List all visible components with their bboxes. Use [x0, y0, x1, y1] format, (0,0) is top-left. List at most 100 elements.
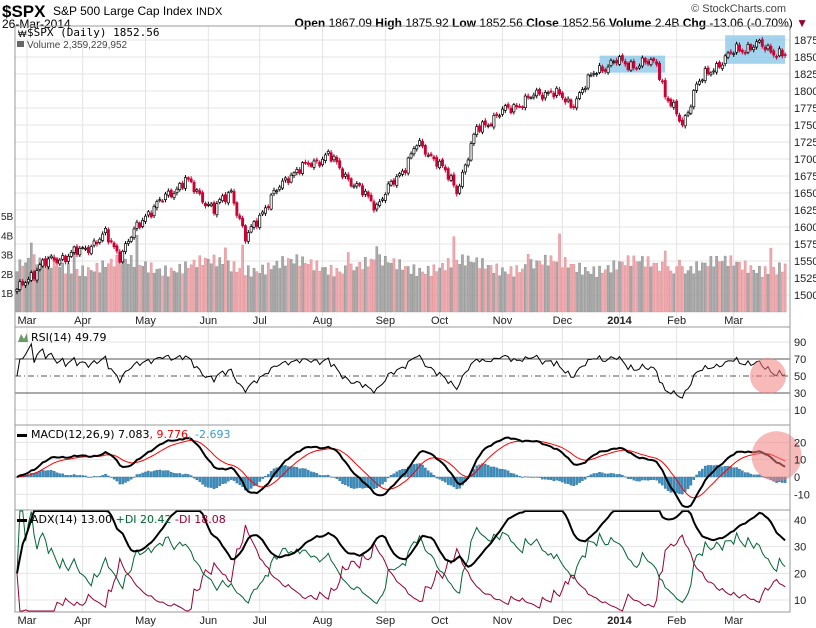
candle-body — [332, 155, 336, 161]
candle-body — [406, 157, 410, 174]
index-name: S&P 500 Large Cap Index — [53, 4, 192, 18]
candle-body — [335, 157, 339, 163]
candle-body — [309, 163, 313, 167]
macd-histogram-bar — [118, 476, 122, 485]
candle-body — [104, 227, 107, 234]
candle-body — [298, 169, 302, 174]
candle-body — [98, 238, 102, 243]
macd-histogram-bar — [384, 476, 387, 482]
month-tick-label-bottom: Mar — [724, 615, 743, 627]
month-tick-label: Oct — [431, 315, 448, 327]
volume-bar — [489, 265, 493, 313]
candle-body — [598, 65, 601, 73]
macd-histogram-bar — [184, 473, 187, 478]
candle-body — [295, 169, 299, 173]
macd-histogram-bar — [258, 476, 261, 482]
volume-bar — [752, 270, 756, 313]
volume-bar — [109, 258, 113, 313]
volume-bar — [369, 258, 373, 313]
candle-body — [558, 89, 562, 95]
macd-histogram-bar — [178, 473, 182, 478]
volume-bar — [504, 271, 507, 313]
month-tick-label-bottom: Nov — [493, 615, 513, 627]
candle-body — [418, 140, 422, 146]
candle-body — [421, 140, 424, 147]
volume-bar — [766, 273, 770, 313]
volume-bar — [227, 260, 230, 313]
candle-body — [209, 203, 213, 207]
macd-histogram-bar — [586, 476, 590, 478]
volume-bar — [578, 262, 581, 313]
candle-body — [640, 57, 644, 67]
candle-body — [729, 51, 733, 54]
macd-histogram-bar — [281, 465, 284, 478]
candle-body — [358, 183, 362, 186]
macd-tick-label: 0 — [794, 472, 800, 484]
candle-body — [506, 104, 510, 108]
candle-body — [643, 58, 647, 63]
candle-body — [700, 79, 704, 82]
macd-histogram-bar — [209, 476, 213, 488]
volume-bar — [187, 268, 190, 313]
volume-bar — [695, 261, 698, 313]
candle-body — [269, 194, 273, 210]
volume-bar — [769, 247, 773, 313]
volume-bar — [344, 265, 347, 313]
macd-histogram-bar — [378, 476, 381, 487]
volume-bar — [141, 266, 144, 313]
candle-body — [675, 100, 679, 115]
volume-bar — [152, 272, 156, 313]
macd-histogram-bar — [169, 472, 173, 478]
candle-body — [221, 195, 225, 202]
candle-body — [152, 206, 156, 217]
candle-body — [89, 246, 93, 255]
volume-bar — [701, 262, 704, 313]
candle-body — [740, 49, 744, 53]
candle-body — [515, 104, 519, 108]
macd-histogram-bar — [444, 476, 447, 483]
month-tick-label-bottom: Oct — [431, 615, 448, 627]
macd-histogram-bar — [441, 476, 444, 481]
candle-body — [692, 90, 696, 108]
candle-body — [81, 247, 85, 249]
candle-body — [532, 94, 536, 98]
macd-histogram-bar — [721, 466, 724, 478]
macd-histogram-bar — [161, 470, 164, 478]
volume-bar — [224, 247, 227, 313]
price-legend: $SPX (Daily) 1852.56 — [27, 26, 159, 39]
volume-bar — [666, 266, 670, 313]
macd-histogram-bar — [701, 468, 704, 478]
volume-bar — [375, 246, 379, 313]
volume-bar — [89, 270, 93, 313]
volume-bar — [192, 259, 196, 313]
volume-tick-label: 5B — [1, 212, 14, 223]
macd-highlight-circle — [751, 431, 802, 482]
candle-body — [35, 270, 39, 281]
macd-histogram-bar — [681, 476, 684, 495]
candle-body — [500, 108, 504, 115]
month-tick-label-bottom: Feb — [667, 615, 686, 627]
macd-histogram-bar — [506, 470, 510, 478]
candle-body — [178, 183, 182, 190]
volume-bar — [127, 263, 130, 313]
macd-histogram-bar — [121, 476, 124, 485]
copyright: © StockCharts.com — [691, 3, 786, 15]
volume-bar — [404, 266, 407, 313]
candle-body — [461, 171, 464, 187]
candle-body — [606, 66, 610, 74]
candle-body — [301, 162, 305, 174]
candle-body — [15, 288, 19, 292]
candle-body — [492, 115, 496, 128]
volume-bar — [355, 266, 359, 313]
candle-body — [286, 178, 290, 184]
macd-histogram-bar — [478, 464, 481, 478]
price-tick-label: 1600 — [794, 222, 816, 234]
macd-histogram-bar — [218, 476, 221, 487]
volume-bar — [755, 273, 758, 313]
candle-body — [780, 49, 784, 57]
macd-histogram-bar — [746, 472, 750, 478]
macd-histogram-bar — [341, 476, 344, 484]
candle-body — [709, 72, 713, 76]
volume-bar — [401, 269, 404, 313]
candle-body — [29, 272, 33, 281]
